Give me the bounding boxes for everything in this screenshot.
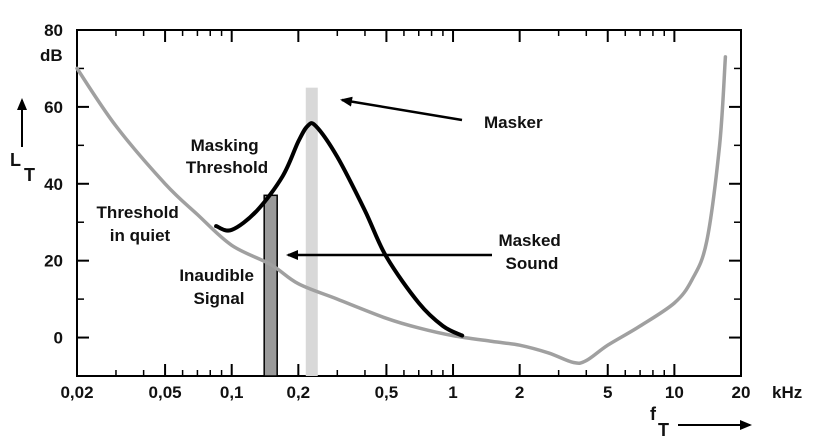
x-tick-label: 1 (448, 383, 457, 402)
inaudible-signal-line-1: Inaudible (179, 266, 254, 285)
y-tick-label: 80 (44, 21, 63, 40)
inaudible-signal-label: Inaudible Signal (179, 266, 258, 308)
masked-sound-line-2: Sound (506, 254, 559, 273)
y-axis-label: L (10, 150, 21, 170)
y-unit-label: dB (40, 46, 63, 65)
x-tick-label: 0,2 (287, 383, 311, 402)
masker-bar (305, 87, 318, 377)
x-tick-label: 20 (732, 383, 751, 402)
masker-label: Masker (484, 113, 543, 132)
axis-ticks (76, 29, 742, 377)
x-tick-label: 10 (665, 383, 684, 402)
masking-threshold-label: Masking Threshold (186, 136, 268, 177)
y-tick-labels: 0 20 40 60 80 (44, 21, 63, 348)
y-tick-label: 60 (44, 98, 63, 117)
masking-threshold-curve (214, 121, 465, 338)
inaudible-signal-line-2: Signal (193, 289, 244, 308)
x-tick-label: 0,05 (149, 383, 182, 402)
x-tick-labels: 0,02 0,05 0,1 0,2 0,5 1 2 5 10 20 (60, 383, 750, 402)
series-layer (75, 55, 728, 365)
x-axis-label-subscript: T (658, 420, 669, 440)
threshold-in-quiet-label: Threshold in quiet (97, 203, 184, 245)
x-tick-label: 2 (515, 383, 524, 402)
masking-threshold-line-2: Threshold (186, 158, 268, 177)
bars-layer (263, 87, 318, 377)
masked-sound-bar (263, 194, 278, 377)
y-tick-label: 40 (44, 175, 63, 194)
masked-sound-label: Masked Sound (498, 231, 565, 273)
y-tick-label: 0 (54, 329, 63, 348)
threshold-in-quiet-line-2: in quiet (110, 226, 171, 245)
threshold-in-quiet-curve (75, 55, 728, 365)
x-unit-label: kHz (772, 383, 802, 402)
y-tick-label: 20 (44, 252, 63, 271)
x-tick-label: 0,5 (375, 383, 399, 402)
x-tick-label: 0,1 (220, 383, 244, 402)
masked-sound-line-1: Masked (498, 231, 560, 250)
masker-arrow (340, 96, 463, 122)
y-axis-label-subscript: T (24, 165, 35, 185)
x-tick-label: 0,02 (60, 383, 93, 402)
x-tick-label: 5 (603, 383, 612, 402)
plot-frame (76, 29, 742, 377)
x-axis-label: f (650, 404, 657, 424)
masking-threshold-line-1: Masking (191, 136, 259, 155)
threshold-in-quiet-line-1: Threshold (97, 203, 179, 222)
